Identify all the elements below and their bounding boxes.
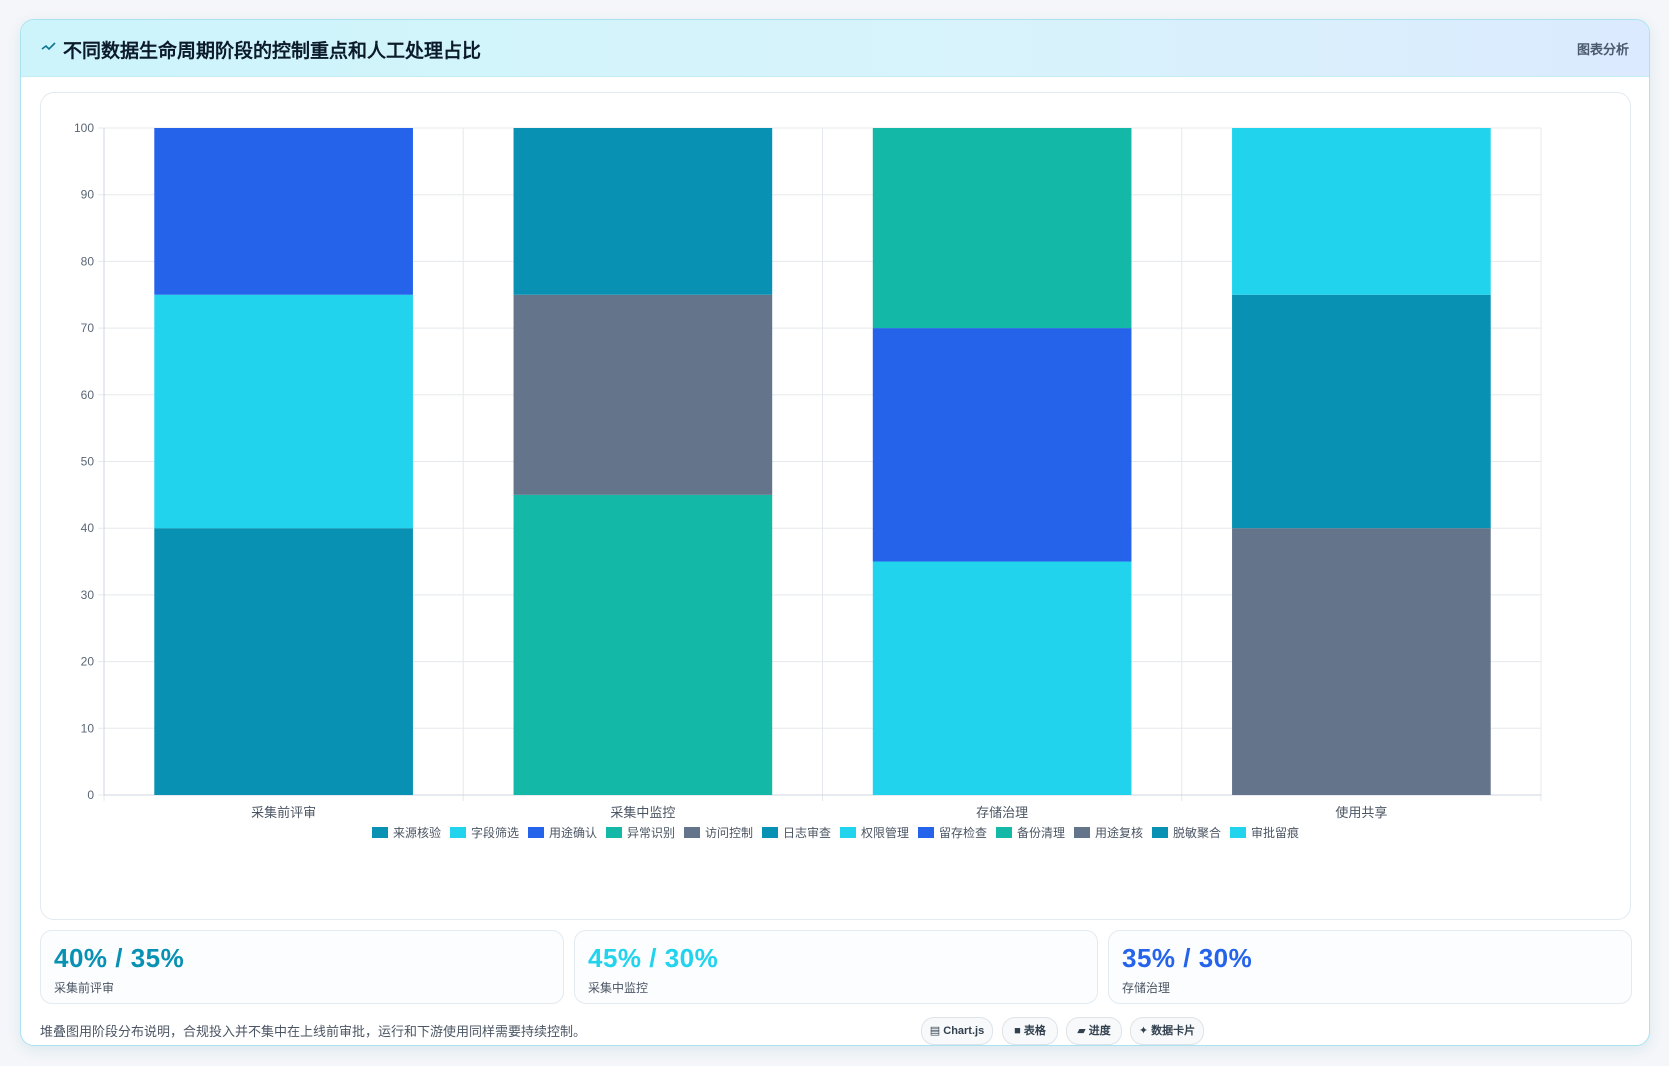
legend-swatch (1152, 827, 1169, 838)
legend-label: 用途复核 (1095, 825, 1143, 840)
bar-segment (1232, 128, 1491, 295)
legend-swatch (527, 827, 544, 838)
chip-label: 数据卡片 (1151, 1025, 1196, 1037)
chip-chartjs[interactable]: ▤ Chart.js (921, 1017, 993, 1045)
sparkle-icon: ✦ (1138, 1025, 1149, 1037)
bar-segment (872, 561, 1132, 795)
bar-segment (513, 494, 773, 795)
chart-card: 0 10 20 30 40 50 60 70 80 90 100 采集前评审 采集中监控 存储治理 使用共享… (40, 92, 1631, 920)
chip-label: 表格 (1023, 1025, 1046, 1037)
stat-label: 存储治理 (1122, 981, 1171, 995)
x-tick-label: 采集前评审 (251, 805, 316, 820)
panel-header: 不同数据生命周期阶段的控制重点和人工处理占比 图表分析 (21, 20, 1649, 77)
stat-value: 40% / 35% (54, 943, 185, 973)
chart-footnote: 堆叠图用阶段分布说明，合规投入并不集中在上线前审批，运行和下游使用同样需要持续控… (40, 1024, 587, 1039)
bar-segment (1232, 528, 1491, 795)
legend-swatch (840, 827, 856, 838)
progress-icon: ▰ (1077, 1025, 1086, 1037)
legend-swatch (918, 827, 935, 838)
chip-table[interactable]: ■ 表格 (1002, 1017, 1058, 1045)
chip-label: 进度 (1088, 1025, 1111, 1037)
stat-card-1: 40% / 35% 采集前评审 (40, 930, 564, 1004)
bar-segment (154, 294, 413, 529)
legend-label: 用途确认 (549, 825, 597, 840)
chart-icon: ▤ (929, 1025, 941, 1037)
y-tick-label: 40 (81, 521, 95, 535)
bar-segment (1232, 294, 1491, 529)
y-tick-label: 60 (81, 388, 95, 402)
x-tick-label: 采集中监控 (610, 805, 675, 820)
legend-label: 留存检查 (939, 825, 987, 840)
page-title: 不同数据生命周期阶段的控制重点和人工处理占比 (63, 41, 482, 62)
chart-panel: 不同数据生命周期阶段的控制重点和人工处理占比 图表分析 0 10 20 30 40 50 6… (20, 19, 1650, 1046)
y-tick-label: 20 (81, 655, 95, 669)
y-tick-label: 100 (74, 121, 94, 135)
table-icon: ■ (1014, 1025, 1021, 1037)
bar-segment (872, 328, 1132, 562)
x-tick-label: 使用共享 (1335, 805, 1387, 820)
y-tick-label: 80 (81, 254, 95, 268)
stacked-bar-chart: 0 10 20 30 40 50 60 70 80 90 100 采集前评审 采集中监控 存储治理 使用共享… (74, 121, 1542, 840)
bar-segment (872, 128, 1132, 329)
bar-segment (154, 528, 413, 795)
legend-label: 字段筛选 (471, 825, 519, 840)
chip-data-card[interactable]: ✦ 数据卡片 (1130, 1017, 1204, 1045)
legend-label: 日志审查 (783, 825, 831, 840)
stat-label: 采集中监控 (588, 981, 649, 995)
bar-segment (513, 294, 773, 495)
chart-analysis-tag[interactable]: 图表分析 (1576, 42, 1629, 57)
stat-value: 45% / 30% (588, 943, 719, 973)
y-tick-label: 70 (81, 321, 95, 335)
stat-value: 35% / 30% (1122, 943, 1253, 973)
legend-label: 访问控制 (705, 826, 753, 840)
stat-label: 采集前评审 (54, 981, 115, 995)
legend-label: 审批留痕 (1251, 825, 1299, 840)
chip-progress[interactable]: ▰ 进度 (1066, 1017, 1122, 1045)
legend-swatch (371, 827, 388, 838)
bar-segment (513, 128, 773, 295)
legend-swatch (449, 827, 466, 838)
legend-label: 权限管理 (861, 825, 909, 840)
legend-label: 来源核验 (393, 825, 441, 840)
legend-label: 备份清理 (1017, 826, 1065, 840)
y-tick-label: 0 (87, 788, 94, 802)
legend-swatch (1230, 827, 1247, 838)
y-tick-label: 90 (81, 188, 95, 202)
legend-swatch (605, 827, 622, 838)
x-tick-label: 存储治理 (976, 805, 1028, 820)
stat-card-3: 35% / 30% 存储治理 (1108, 930, 1632, 1004)
legend-swatch (1074, 827, 1091, 838)
legend-swatch (761, 827, 778, 838)
y-tick-label: 50 (81, 455, 95, 469)
legend-label: 脱敏聚合 (1173, 825, 1221, 840)
trend-icon (41, 42, 56, 51)
stat-card-2: 45% / 30% 采集中监控 (574, 930, 1098, 1004)
chip-label: Chart.js (943, 1025, 985, 1037)
legend-swatch (683, 827, 700, 838)
legend-label: 异常识别 (627, 826, 675, 840)
bar-segment (154, 128, 413, 295)
y-tick-label: 10 (81, 721, 95, 735)
y-tick-label: 30 (81, 588, 95, 602)
legend-swatch (996, 827, 1013, 838)
